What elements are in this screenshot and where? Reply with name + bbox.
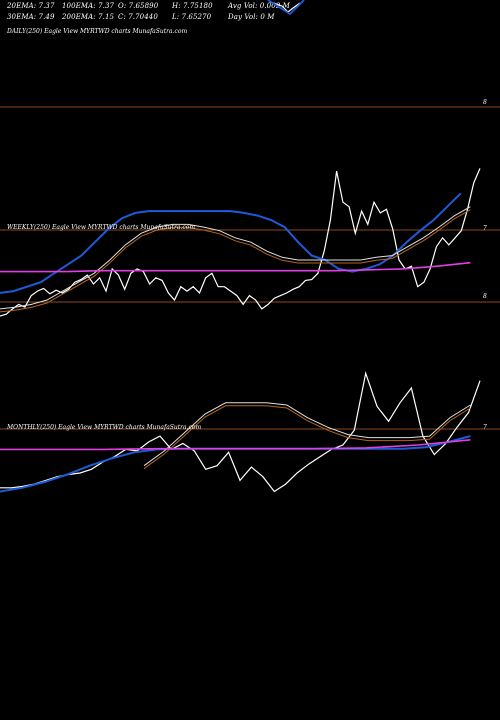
weekly-panel xyxy=(0,168,481,317)
y-tick-8-mid: 8 xyxy=(483,293,487,300)
daily-ema-fragment xyxy=(267,0,305,16)
monthly-ema-orange-line xyxy=(143,405,471,470)
legend-close: C: 7.70440 xyxy=(118,13,158,21)
daily-panel-title: DAILY(250) Eagle View MYRTWD charts Muna… xyxy=(7,28,188,35)
monthly-panel-title: MONTHLY(250) Eagle View MYRTWD charts Mu… xyxy=(7,424,202,431)
y-tick-8-top: 8 xyxy=(483,99,487,106)
weekly-price-line xyxy=(0,168,481,317)
monthly-ema-white-line xyxy=(143,402,471,467)
legend-high: H: 7.75180 xyxy=(172,2,213,10)
monthly-ema-blue-line xyxy=(0,435,471,493)
legend-30ema: 30EMA: 7.49 xyxy=(7,13,55,21)
weekly-ema-orange-line xyxy=(0,209,471,313)
monthly-panel xyxy=(0,371,481,493)
weekly-ema-blue-line xyxy=(0,192,462,294)
legend-day-vol: Day Vol: 0 M xyxy=(228,13,275,21)
weekly-ema-white-line xyxy=(0,206,471,310)
weekly-ema-magenta-line xyxy=(0,261,471,273)
y-tick-7-monthly: 7 xyxy=(483,424,487,431)
legend-open: O: 7.65890 xyxy=(118,2,159,10)
legend-200ema: 200EMA: 7.15 xyxy=(62,13,115,21)
weekly-panel-title: WEEKLY(250) Eagle View MYRTWD charts Mun… xyxy=(7,224,196,231)
y-tick-7-weekly: 7 xyxy=(483,225,487,232)
monthly-ema-magenta-line xyxy=(0,439,471,451)
legend-low: L: 7.65270 xyxy=(172,13,212,21)
legend-avg-vol: Avg Vol: 0.009 M xyxy=(228,2,290,10)
legend-20ema: 20EMA: 7.37 xyxy=(7,2,55,10)
legend-100ema: 100EMA: 7.37 xyxy=(62,2,115,10)
monthly-price-line xyxy=(0,371,481,493)
